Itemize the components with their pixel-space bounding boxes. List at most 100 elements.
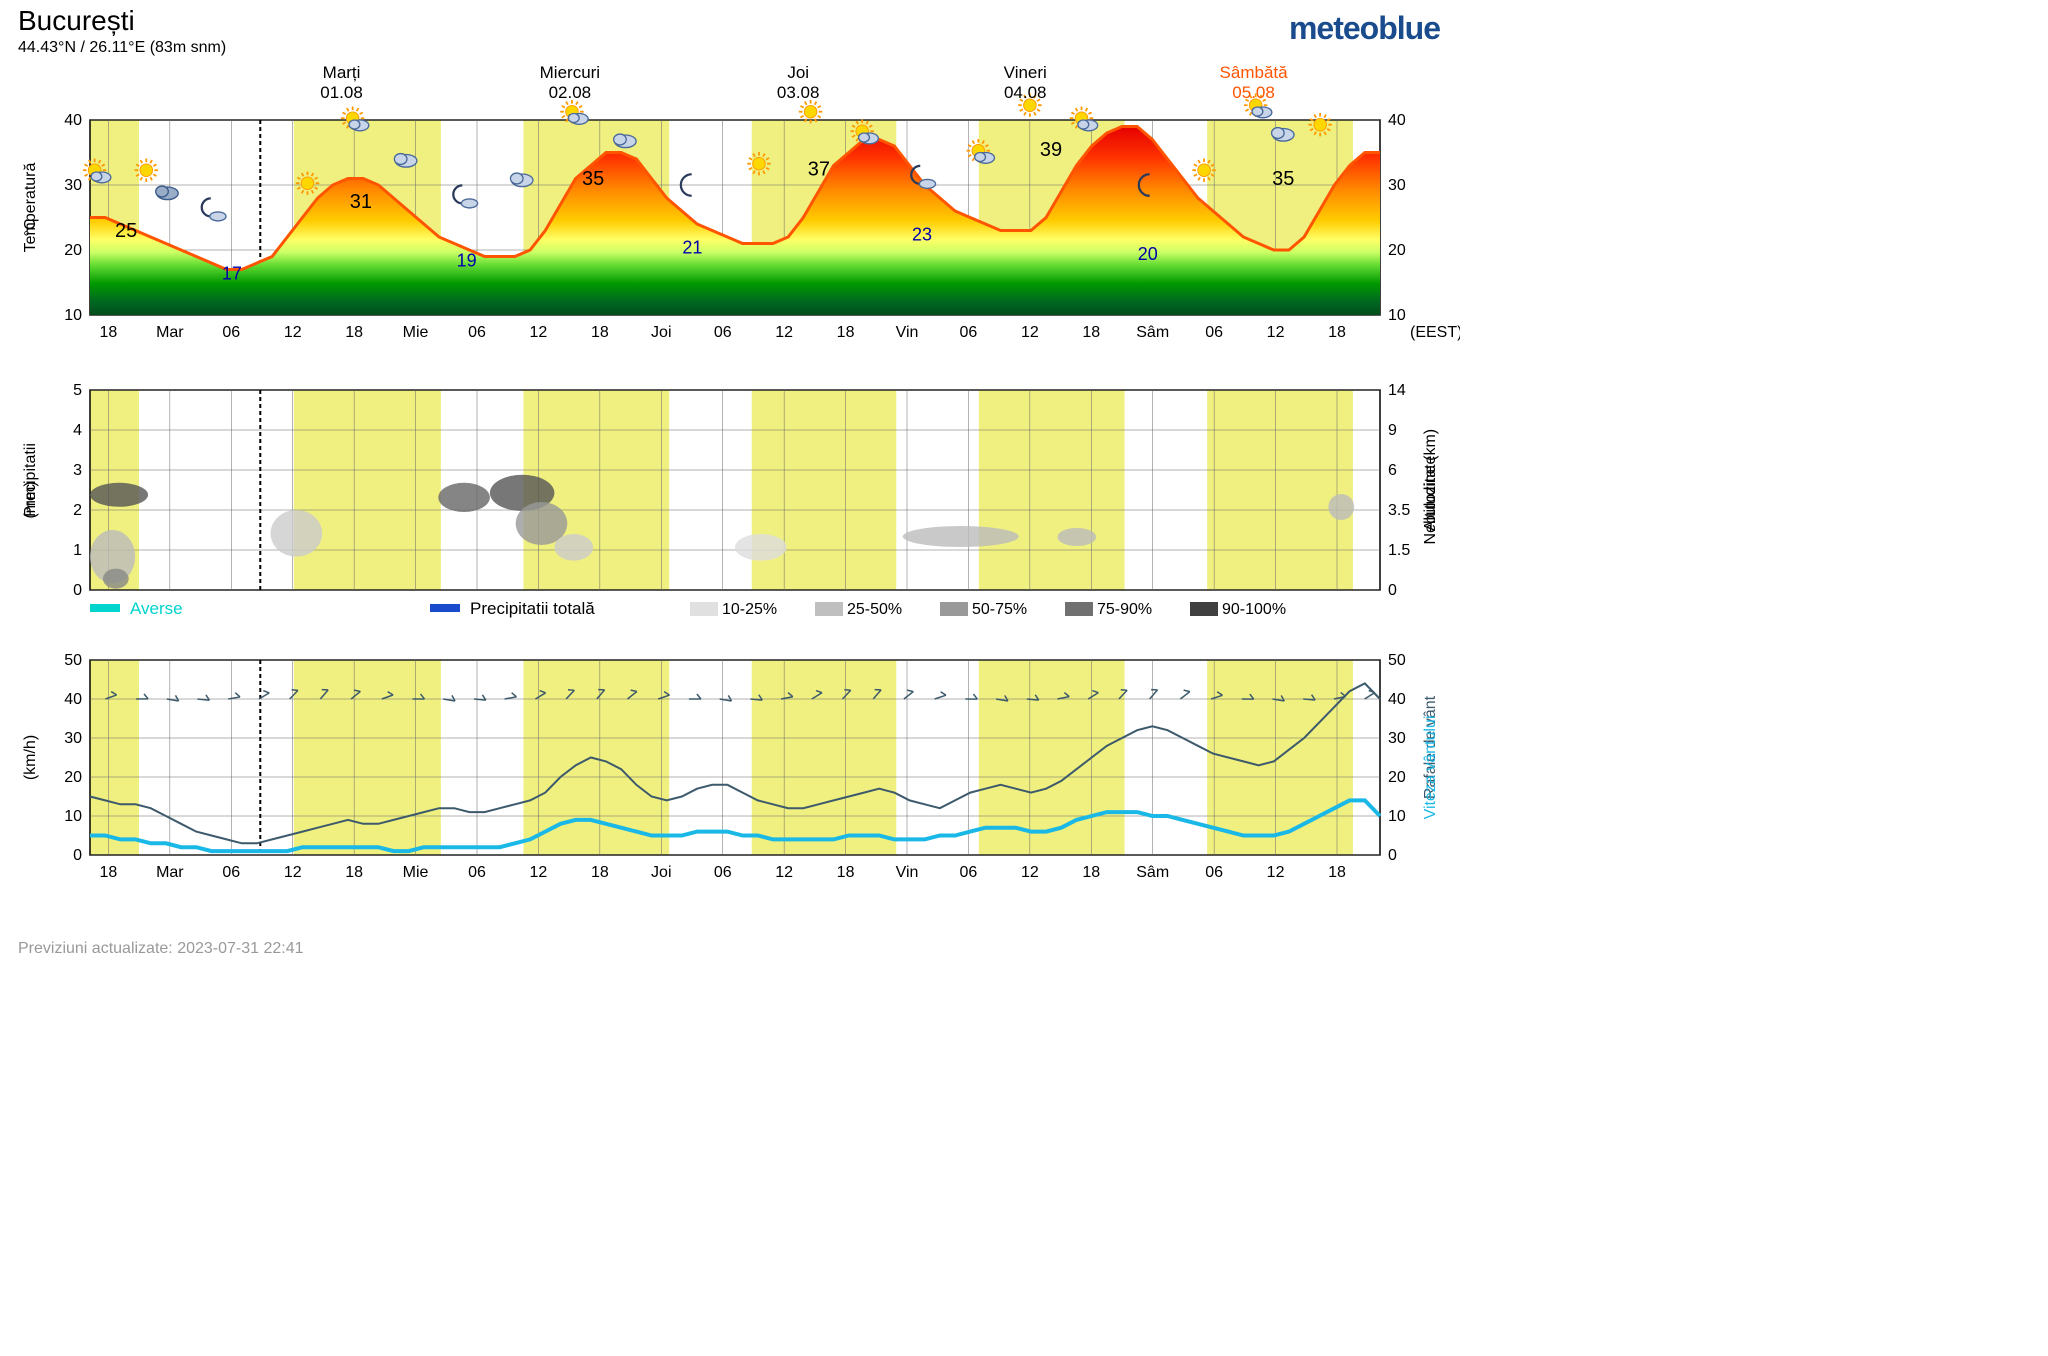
svg-text:Mar: Mar <box>156 864 184 881</box>
svg-text:Joi: Joi <box>651 864 671 881</box>
svg-text:50: 50 <box>1388 652 1406 669</box>
svg-text:21: 21 <box>682 237 702 257</box>
svg-text:10-25%: 10-25% <box>722 601 777 618</box>
svg-text:10: 10 <box>1388 307 1406 324</box>
svg-text:Joi: Joi <box>787 63 809 82</box>
svg-text:18: 18 <box>591 864 609 881</box>
svg-text:18: 18 <box>1082 864 1100 881</box>
svg-text:06: 06 <box>468 864 486 881</box>
svg-text:06: 06 <box>1205 324 1223 341</box>
svg-text:0: 0 <box>73 847 82 864</box>
svg-text:12: 12 <box>1021 324 1039 341</box>
svg-text:Vineri: Vineri <box>1004 63 1047 82</box>
svg-text:10: 10 <box>64 808 82 825</box>
svg-text:01.08: 01.08 <box>320 83 363 102</box>
svg-text:Vin: Vin <box>896 864 919 881</box>
svg-text:Sâmbătă: Sâmbătă <box>1220 63 1289 82</box>
svg-text:50: 50 <box>64 652 82 669</box>
svg-text:40: 40 <box>64 112 82 129</box>
svg-text:2: 2 <box>73 502 82 519</box>
svg-text:°C: °C <box>22 219 39 237</box>
svg-text:19: 19 <box>457 250 477 270</box>
svg-text:Nebulozitate: Nebulozitate <box>1422 455 1439 544</box>
svg-text:14: 14 <box>1388 382 1406 399</box>
meteogram-container: București 44.43°N / 26.11°E (83m snm) me… <box>0 0 1460 966</box>
svg-text:18: 18 <box>100 324 118 341</box>
svg-text:12: 12 <box>530 324 548 341</box>
svg-text:18: 18 <box>100 864 118 881</box>
svg-text:Mie: Mie <box>403 864 429 881</box>
svg-text:06: 06 <box>960 864 978 881</box>
svg-text:12: 12 <box>1267 324 1285 341</box>
svg-text:20: 20 <box>1388 769 1406 786</box>
svg-text:(km/h): (km/h) <box>22 735 39 780</box>
svg-text:35: 35 <box>1272 168 1294 190</box>
svg-text:1: 1 <box>73 542 82 559</box>
svg-text:18: 18 <box>591 324 609 341</box>
svg-text:37: 37 <box>808 158 830 180</box>
svg-text:12: 12 <box>1267 864 1285 881</box>
svg-text:06: 06 <box>714 324 732 341</box>
svg-text:Joi: Joi <box>651 324 671 341</box>
svg-text:12: 12 <box>530 864 548 881</box>
meteogram-svg: 10102020303040402531353739351719212320Te… <box>0 0 1460 966</box>
svg-text:18: 18 <box>1328 864 1346 881</box>
svg-text:0: 0 <box>1388 582 1397 599</box>
svg-text:20: 20 <box>64 242 82 259</box>
svg-text:06: 06 <box>1205 864 1223 881</box>
svg-text:25-50%: 25-50% <box>847 601 902 618</box>
svg-text:30: 30 <box>64 730 82 747</box>
svg-text:12: 12 <box>1021 864 1039 881</box>
svg-text:Viteza vântului: Viteza vântului <box>1422 716 1439 820</box>
svg-text:75-90%: 75-90% <box>1097 601 1152 618</box>
svg-text:40: 40 <box>1388 691 1406 708</box>
svg-text:3.5: 3.5 <box>1388 502 1410 519</box>
svg-text:03.08: 03.08 <box>777 83 820 102</box>
svg-text:5: 5 <box>73 382 82 399</box>
svg-text:39: 39 <box>1040 139 1062 161</box>
svg-text:20: 20 <box>1138 244 1158 264</box>
svg-text:30: 30 <box>64 177 82 194</box>
svg-text:06: 06 <box>468 324 486 341</box>
svg-text:Averse: Averse <box>130 599 183 618</box>
svg-text:Temperatură: Temperatură <box>22 162 39 252</box>
svg-text:10: 10 <box>1388 808 1406 825</box>
svg-text:17: 17 <box>222 263 242 283</box>
svg-text:Sâm: Sâm <box>1136 324 1169 341</box>
svg-text:31: 31 <box>350 191 372 213</box>
svg-text:20: 20 <box>64 769 82 786</box>
svg-text:Marți: Marți <box>323 63 361 82</box>
svg-text:18: 18 <box>1082 324 1100 341</box>
svg-text:6: 6 <box>1388 462 1397 479</box>
svg-text:0: 0 <box>1388 847 1397 864</box>
svg-text:06: 06 <box>222 324 240 341</box>
svg-text:10: 10 <box>64 307 82 324</box>
svg-text:12: 12 <box>284 864 302 881</box>
svg-text:23: 23 <box>912 224 932 244</box>
svg-text:40: 40 <box>64 691 82 708</box>
svg-text:4: 4 <box>73 422 82 439</box>
svg-text:1.5: 1.5 <box>1388 542 1410 559</box>
footer-timestamp: Previziuni actualizate: 2023-07-31 22:41 <box>18 940 304 958</box>
svg-text:Vin: Vin <box>896 324 919 341</box>
svg-text:Miercuri: Miercuri <box>540 63 600 82</box>
svg-text:Sâm: Sâm <box>1136 864 1169 881</box>
svg-text:Precipitatii totală: Precipitatii totală <box>470 599 595 618</box>
svg-text:18: 18 <box>345 864 363 881</box>
svg-text:06: 06 <box>222 864 240 881</box>
svg-text:9: 9 <box>1388 422 1397 439</box>
svg-text:20: 20 <box>1388 242 1406 259</box>
svg-text:0: 0 <box>73 582 82 599</box>
svg-text:Mie: Mie <box>403 324 429 341</box>
svg-text:(EEST): (EEST) <box>1410 324 1460 341</box>
svg-text:18: 18 <box>837 324 855 341</box>
svg-text:18: 18 <box>345 324 363 341</box>
svg-text:12: 12 <box>775 324 793 341</box>
svg-text:(mm): (mm) <box>22 481 39 518</box>
svg-text:30: 30 <box>1388 177 1406 194</box>
svg-text:06: 06 <box>960 324 978 341</box>
svg-text:12: 12 <box>284 324 302 341</box>
svg-text:50-75%: 50-75% <box>972 601 1027 618</box>
svg-text:Mar: Mar <box>156 324 184 341</box>
svg-text:25: 25 <box>115 220 137 242</box>
